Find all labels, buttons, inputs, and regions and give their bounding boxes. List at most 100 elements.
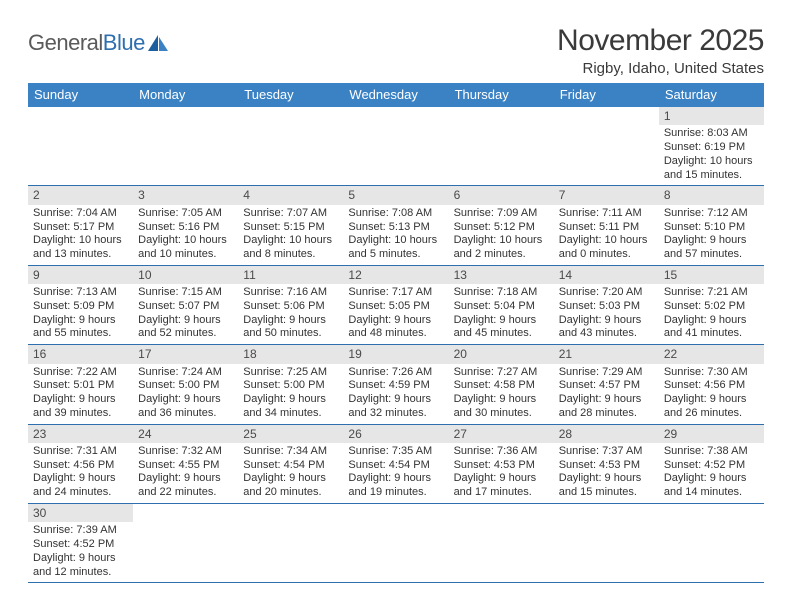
calendar-cell: 3Sunrise: 7:05 AMSunset: 5:16 PMDaylight…: [133, 186, 238, 265]
sunset-line: Sunset: 4:54 PM: [348, 459, 443, 473]
calendar-cell: [133, 107, 238, 186]
title-block: November 2025 Rigby, Idaho, United State…: [557, 24, 764, 77]
logo: General Blue: [28, 24, 169, 56]
day-number: 30: [28, 504, 133, 522]
daylight-line: Daylight: 9 hours and 26 minutes.: [664, 393, 759, 421]
calendar-row: 2Sunrise: 7:04 AMSunset: 5:17 PMDaylight…: [28, 186, 764, 265]
day-number: 22: [659, 345, 764, 363]
sunrise-line: Sunrise: 7:16 AM: [243, 286, 338, 300]
day-number: 8: [659, 186, 764, 204]
calendar-cell: [659, 503, 764, 582]
calendar-cell: 13Sunrise: 7:18 AMSunset: 5:04 PMDayligh…: [449, 265, 554, 344]
calendar-cell: [343, 107, 448, 186]
day-details: Sunrise: 7:15 AMSunset: 5:07 PMDaylight:…: [133, 284, 238, 344]
calendar-cell: 11Sunrise: 7:16 AMSunset: 5:06 PMDayligh…: [238, 265, 343, 344]
daylight-line: Daylight: 9 hours and 57 minutes.: [664, 234, 759, 262]
calendar-cell: 20Sunrise: 7:27 AMSunset: 4:58 PMDayligh…: [449, 345, 554, 424]
daylight-line: Daylight: 10 hours and 13 minutes.: [33, 234, 128, 262]
calendar-cell: 30Sunrise: 7:39 AMSunset: 4:52 PMDayligh…: [28, 503, 133, 582]
daylight-line: Daylight: 10 hours and 2 minutes.: [454, 234, 549, 262]
calendar-body: 1Sunrise: 8:03 AMSunset: 6:19 PMDaylight…: [28, 107, 764, 583]
month-title: November 2025: [557, 24, 764, 58]
calendar-row: 16Sunrise: 7:22 AMSunset: 5:01 PMDayligh…: [28, 345, 764, 424]
calendar-cell: 15Sunrise: 7:21 AMSunset: 5:02 PMDayligh…: [659, 265, 764, 344]
calendar-cell: [554, 107, 659, 186]
sunset-line: Sunset: 4:59 PM: [348, 379, 443, 393]
sunset-line: Sunset: 5:09 PM: [33, 300, 128, 314]
day-details: Sunrise: 7:26 AMSunset: 4:59 PMDaylight:…: [343, 364, 448, 424]
sunrise-line: Sunrise: 7:18 AM: [454, 286, 549, 300]
logo-word-blue: Blue: [103, 30, 169, 56]
weekday-row: SundayMondayTuesdayWednesdayThursdayFrid…: [28, 83, 764, 107]
calendar-table: SundayMondayTuesdayWednesdayThursdayFrid…: [28, 83, 764, 583]
day-number: 25: [238, 425, 343, 443]
sunset-line: Sunset: 5:12 PM: [454, 221, 549, 235]
weekday-header: Monday: [133, 83, 238, 107]
daylight-line: Daylight: 10 hours and 10 minutes.: [138, 234, 233, 262]
calendar-cell: 27Sunrise: 7:36 AMSunset: 4:53 PMDayligh…: [449, 424, 554, 503]
calendar-cell: 23 Sunrise: 7:31 AMSunset: 4:56 PMDayligh…: [28, 424, 133, 503]
day-number: 6: [449, 186, 554, 204]
calendar-row: 9Sunrise: 7:13 AMSunset: 5:09 PMDaylight…: [28, 265, 764, 344]
sunrise-line: Sunrise: 7:05 AM: [138, 207, 233, 221]
calendar-cell: 8Sunrise: 7:12 AMSunset: 5:10 PMDaylight…: [659, 186, 764, 265]
day-details: Sunrise: 7:13 AMSunset: 5:09 PMDaylight:…: [28, 284, 133, 344]
sunset-line: Sunset: 4:56 PM: [664, 379, 759, 393]
day-details: Sunrise: 7:22 AMSunset: 5:01 PMDaylight:…: [28, 364, 133, 424]
sunrise-line: Sunrise: 7:37 AM: [559, 445, 654, 459]
day-number: 19: [343, 345, 448, 363]
sunset-line: Sunset: 5:03 PM: [559, 300, 654, 314]
sunrise-line: Sunrise: 8:03 AM: [664, 127, 759, 141]
daylight-line: Daylight: 9 hours and 36 minutes.: [138, 393, 233, 421]
sunset-line: Sunset: 5:13 PM: [348, 221, 443, 235]
calendar-cell: 19Sunrise: 7:26 AMSunset: 4:59 PMDayligh…: [343, 345, 448, 424]
header: General Blue November 2025 Rigby, Idaho,…: [28, 24, 764, 77]
calendar-cell: [238, 503, 343, 582]
calendar-page: General Blue November 2025 Rigby, Idaho,…: [0, 0, 792, 593]
day-details: Sunrise: 7:32 AMSunset: 4:55 PMDaylight:…: [133, 443, 238, 503]
day-number: 27: [449, 425, 554, 443]
calendar-cell: 18Sunrise: 7:25 AMSunset: 5:00 PMDayligh…: [238, 345, 343, 424]
day-number: 10: [133, 266, 238, 284]
daylight-line: Daylight: 10 hours and 5 minutes.: [348, 234, 443, 262]
weekday-header: Thursday: [449, 83, 554, 107]
sunset-line: Sunset: 4:55 PM: [138, 459, 233, 473]
calendar-cell: 2Sunrise: 7:04 AMSunset: 5:17 PMDaylight…: [28, 186, 133, 265]
sunrise-line: Sunrise: 7:34 AM: [243, 445, 338, 459]
day-details: Sunrise: 7:38 AMSunset: 4:52 PMDaylight:…: [659, 443, 764, 503]
sunrise-line: Sunrise: 7:32 AM: [138, 445, 233, 459]
day-number: 28: [554, 425, 659, 443]
day-number: 23: [28, 425, 133, 443]
day-details: Sunrise: 7:18 AMSunset: 5:04 PMDaylight:…: [449, 284, 554, 344]
daylight-line: Daylight: 9 hours and 24 minutes.: [33, 472, 128, 500]
day-number: 4: [238, 186, 343, 204]
sunset-line: Sunset: 5:01 PM: [33, 379, 128, 393]
daylight-line: Daylight: 9 hours and 50 minutes.: [243, 314, 338, 342]
daylight-line: Daylight: 9 hours and 41 minutes.: [664, 314, 759, 342]
day-details: Sunrise: 7:34 AMSunset: 4:54 PMDaylight:…: [238, 443, 343, 503]
sunrise-line: Sunrise: 7:31 AM: [33, 445, 128, 459]
calendar-cell: 6Sunrise: 7:09 AMSunset: 5:12 PMDaylight…: [449, 186, 554, 265]
day-number: 11: [238, 266, 343, 284]
day-details: Sunrise: 7:35 AMSunset: 4:54 PMDaylight:…: [343, 443, 448, 503]
sunset-line: Sunset: 4:52 PM: [33, 538, 128, 552]
calendar-cell: 17Sunrise: 7:24 AMSunset: 5:00 PMDayligh…: [133, 345, 238, 424]
calendar-cell: [343, 503, 448, 582]
sunset-line: Sunset: 5:04 PM: [454, 300, 549, 314]
calendar-cell: 1Sunrise: 8:03 AMSunset: 6:19 PMDaylight…: [659, 107, 764, 186]
calendar-cell: [28, 107, 133, 186]
day-number: 7: [554, 186, 659, 204]
day-number: 21: [554, 345, 659, 363]
sunset-line: Sunset: 4:56 PM: [33, 459, 128, 473]
day-details: Sunrise: 7:05 AMSunset: 5:16 PMDaylight:…: [133, 205, 238, 265]
day-number: 18: [238, 345, 343, 363]
calendar-cell: 29Sunrise: 7:38 AMSunset: 4:52 PMDayligh…: [659, 424, 764, 503]
day-number: 9: [28, 266, 133, 284]
day-number: 15: [659, 266, 764, 284]
day-number: 2: [28, 186, 133, 204]
day-details: Sunrise: 7:07 AMSunset: 5:15 PMDaylight:…: [238, 205, 343, 265]
calendar-cell: 14Sunrise: 7:20 AMSunset: 5:03 PMDayligh…: [554, 265, 659, 344]
day-number: 5: [343, 186, 448, 204]
weekday-header: Sunday: [28, 83, 133, 107]
sunset-line: Sunset: 4:52 PM: [664, 459, 759, 473]
